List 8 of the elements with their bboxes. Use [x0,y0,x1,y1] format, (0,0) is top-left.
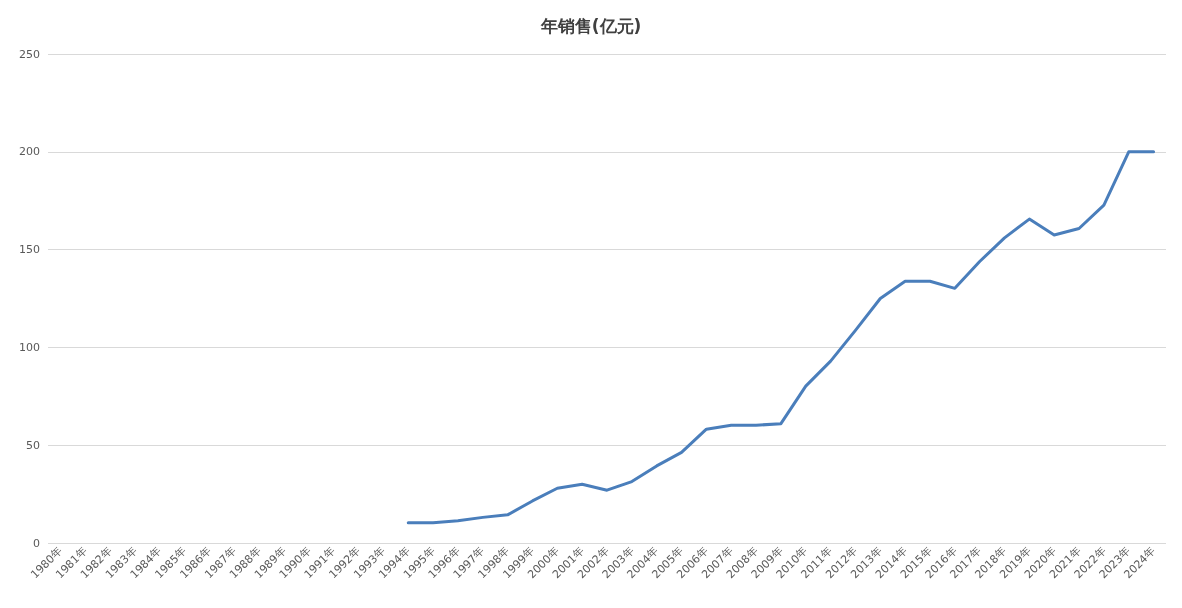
chart-title: 年销售(亿元) [539,15,642,36]
y-tick-label: 150 [19,243,40,257]
y-tick-label: 250 [19,47,40,61]
y-tick-label: 0 [33,536,40,550]
y-tick-label: 200 [19,145,40,159]
line-series [406,150,1156,525]
y-tick-label: 50 [26,438,40,452]
y-tick-label: 100 [19,340,40,354]
